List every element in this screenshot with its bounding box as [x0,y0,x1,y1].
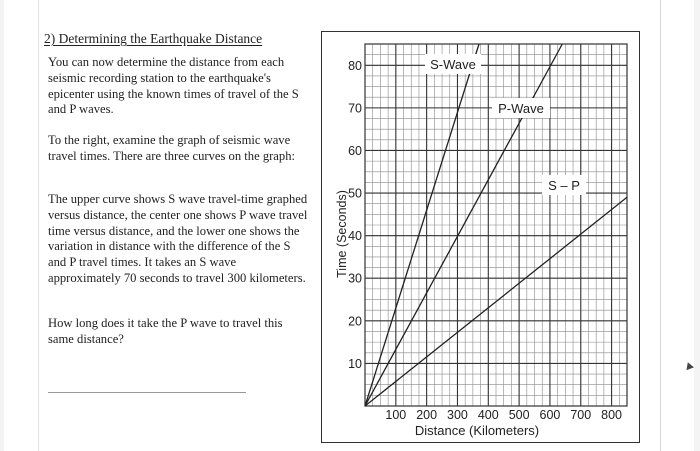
answer-line[interactable] [48,392,246,393]
chart-y-ticks: 10 20 30 40 50 60 70 80 [348,59,362,371]
y-tick-label: 10 [348,357,362,371]
s-wave-label: S-Wave [430,57,476,72]
x-tick-label: 700 [570,408,591,422]
x-tick-label: 100 [385,408,406,422]
y-tick-label: 80 [348,59,362,73]
s-wave-label-bg [425,54,481,74]
y-tick-label: 40 [348,229,362,243]
s-minus-p-label-bg [542,175,586,195]
y-tick-label: 50 [348,187,362,201]
p-wave-label: P-Wave [498,101,544,116]
y-tick-label: 70 [348,101,362,115]
x-tick-label: 300 [447,408,468,422]
page-edge [660,0,661,451]
chart-svg: 10 20 30 40 50 60 70 80 100 200 300 400 500 600 700 80… [335,43,628,438]
chart-x-ticks: 100 200 300 400 500 600 700 800 [385,408,622,422]
paragraph-question: How long does it take the P wave to trav… [48,316,283,346]
y-tick-label: 30 [348,272,362,286]
x-tick-label: 400 [478,408,499,422]
plot-frame [364,43,628,407]
paragraph-curves: The upper curve shows S wave travel-time… [48,192,308,285]
x-axis-label: Distance (Kilometers) [415,423,539,438]
question-title: 2) Determining the Earthquake Distance [44,31,263,46]
x-tick-label: 600 [540,408,561,422]
y-axis-label: Time (Seconds) [335,190,349,278]
p-wave-label-bg [492,98,550,118]
travel-time-chart: 10 20 30 40 50 60 70 80 100 200 300 400 500 600 700 80… [321,31,640,443]
left-margin-line [38,0,314,451]
y-tick-label: 20 [348,314,362,328]
x-tick-label: 200 [416,408,437,422]
paragraph-graph-intro: To the right, examine the graph of seism… [48,133,295,163]
paragraph-intro: You can now determine the distance from … [48,55,299,117]
x-tick-label: 500 [509,408,530,422]
s-minus-p-label: S – P [548,178,580,193]
y-tick-label: 60 [348,144,362,158]
series-line-s-wave [364,43,480,407]
x-tick-label: 800 [601,408,622,422]
series-line-s-p [364,196,628,407]
